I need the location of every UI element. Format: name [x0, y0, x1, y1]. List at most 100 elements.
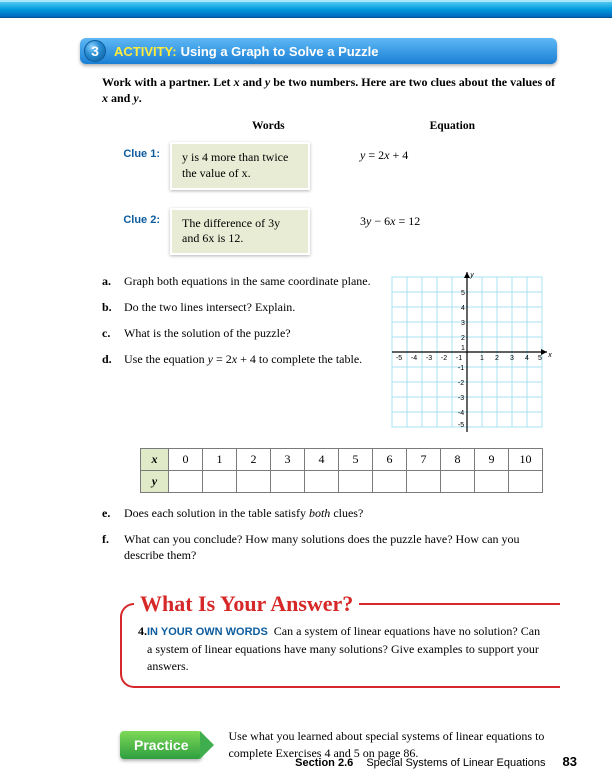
svg-text:-3: -3 [426, 355, 432, 362]
activity-number-badge: 3 [84, 40, 106, 62]
table-row-x: x 012345678910 [141, 448, 543, 470]
top-gradient-bar [0, 0, 612, 18]
x-cell: 2 [237, 448, 271, 470]
svg-text:y: y [469, 272, 474, 279]
clue-section: Words Equation Clue 1: y is 4 more than … [102, 120, 557, 254]
question-a: a. Graph both equations in the same coor… [102, 273, 372, 289]
question-b: b. Do the two lines intersect? Explain. [102, 299, 372, 315]
column-headers: Words Equation [102, 120, 557, 132]
q-letter: e. [102, 505, 124, 521]
wiya-text: IN YOUR OWN WORDS Can a system of linear… [147, 623, 544, 674]
svg-text:2: 2 [461, 335, 465, 342]
svg-text:-4: -4 [458, 410, 464, 417]
question-list: a. Graph both equations in the same coor… [102, 273, 382, 442]
clue-2-label: Clue 2: [102, 208, 170, 226]
x-cell: 4 [305, 448, 339, 470]
clue-1-equation: y = 2x + 4 [360, 142, 408, 163]
question-c: c. What is the solution of the puzzle? [102, 325, 372, 341]
y-cell[interactable] [339, 470, 373, 492]
wiya-title: What Is Your Answer? [134, 591, 359, 617]
q-text: Do the two lines intersect? Explain. [124, 299, 372, 315]
svg-text:3: 3 [461, 320, 465, 327]
coordinate-grid: -5-4-3-2-1 12345 54321 -1-2-3-4-5 xy [382, 267, 557, 442]
svg-text:x: x [547, 352, 552, 359]
wiya-question: 4. IN YOUR OWN WORDS Can a system of lin… [138, 623, 544, 674]
svg-text:2: 2 [495, 355, 499, 362]
clue-1-label: Clue 1: [102, 142, 170, 160]
y-cell[interactable] [509, 470, 543, 492]
xy-table: x 012345678910 y [140, 448, 543, 493]
y-cell[interactable] [441, 470, 475, 492]
q-text: Does each solution in the table satisfy … [124, 505, 557, 521]
equation-header: Equation [430, 120, 475, 132]
wiya-lead: IN YOUR OWN WORDS [147, 626, 268, 638]
x-cell: 3 [271, 448, 305, 470]
x-cell: 7 [407, 448, 441, 470]
q-text: Graph both equations in the same coordin… [124, 273, 372, 289]
q-text: Use the equation y = 2x + 4 to complete … [124, 351, 372, 367]
y-cell[interactable] [169, 470, 203, 492]
svg-text:-2: -2 [441, 355, 447, 362]
x-cell: 8 [441, 448, 475, 470]
x-cell: 1 [203, 448, 237, 470]
q-letter: d. [102, 351, 124, 367]
table-row-y: y [141, 470, 543, 492]
clue-row-2: Clue 2: The difference of 3y and 6x is 1… [102, 208, 557, 255]
svg-text:4: 4 [525, 355, 529, 362]
y-cell[interactable] [407, 470, 441, 492]
clue-1-words: y is 4 more than twice the value of x. [170, 142, 310, 189]
svg-text:-1: -1 [456, 355, 462, 362]
q-letter: b. [102, 299, 124, 315]
footer-title: Special Systems of Linear Equations [366, 757, 545, 769]
x-cell: 0 [169, 448, 203, 470]
y-header: y [141, 470, 169, 492]
x-cell: 9 [475, 448, 509, 470]
questions-below: e. Does each solution in the table satis… [102, 505, 557, 564]
x-cell: 6 [373, 448, 407, 470]
footer-page: 83 [563, 754, 577, 769]
svg-text:1: 1 [461, 345, 465, 352]
question-f: f. What can you conclude? How many solut… [102, 531, 557, 563]
page-content: 3 ACTIVITY: Using a Graph to Solve a Puz… [0, 18, 612, 762]
y-cell[interactable] [237, 470, 271, 492]
svg-text:-5: -5 [458, 422, 464, 429]
y-cell[interactable] [475, 470, 509, 492]
x-header: x [141, 448, 169, 470]
activity-label: ACTIVITY: [114, 44, 177, 59]
question-d: d. Use the equation y = 2x + 4 to comple… [102, 351, 372, 367]
q-letter: a. [102, 273, 124, 289]
questions-and-graph: a. Graph both equations in the same coor… [80, 273, 557, 442]
svg-text:1: 1 [480, 355, 484, 362]
words-header: Words [252, 120, 285, 132]
clue-2-equation: 3y − 6x = 12 [360, 208, 420, 229]
q-letter: f. [102, 531, 124, 563]
y-cell[interactable] [271, 470, 305, 492]
page-footer: Section 2.6 Special Systems of Linear Eq… [0, 754, 612, 769]
y-cell[interactable] [305, 470, 339, 492]
wiya-number: 4. [138, 623, 147, 674]
svg-text:-1: -1 [458, 365, 464, 372]
activity-intro: Work with a partner. Let x and y be two … [102, 74, 557, 106]
clue-row-1: Clue 1: y is 4 more than twice the value… [102, 142, 557, 189]
grid-svg: -5-4-3-2-1 12345 54321 -1-2-3-4-5 xy [382, 267, 557, 442]
q-text: What is the solution of the puzzle? [124, 325, 372, 341]
svg-text:-4: -4 [411, 355, 417, 362]
q-text: What can you conclude? How many solution… [124, 531, 557, 563]
footer-section: Section 2.6 [295, 757, 353, 769]
clue-2-words: The difference of 3y and 6x is 12. [170, 208, 310, 255]
y-cell[interactable] [373, 470, 407, 492]
question-e: e. Does each solution in the table satis… [102, 505, 557, 521]
svg-text:5: 5 [461, 290, 465, 297]
y-cell[interactable] [203, 470, 237, 492]
x-cell: 10 [509, 448, 543, 470]
activity-header: 3 ACTIVITY: Using a Graph to Solve a Puz… [80, 38, 557, 64]
activity-title: Using a Graph to Solve a Puzzle [181, 44, 379, 59]
q-letter: c. [102, 325, 124, 341]
what-is-your-answer: What Is Your Answer? 4. IN YOUR OWN WORD… [120, 591, 557, 688]
svg-text:5: 5 [538, 355, 542, 362]
svg-text:4: 4 [461, 305, 465, 312]
x-cell: 5 [339, 448, 373, 470]
svg-text:3: 3 [510, 355, 514, 362]
svg-text:-3: -3 [458, 395, 464, 402]
svg-text:-5: -5 [396, 355, 402, 362]
